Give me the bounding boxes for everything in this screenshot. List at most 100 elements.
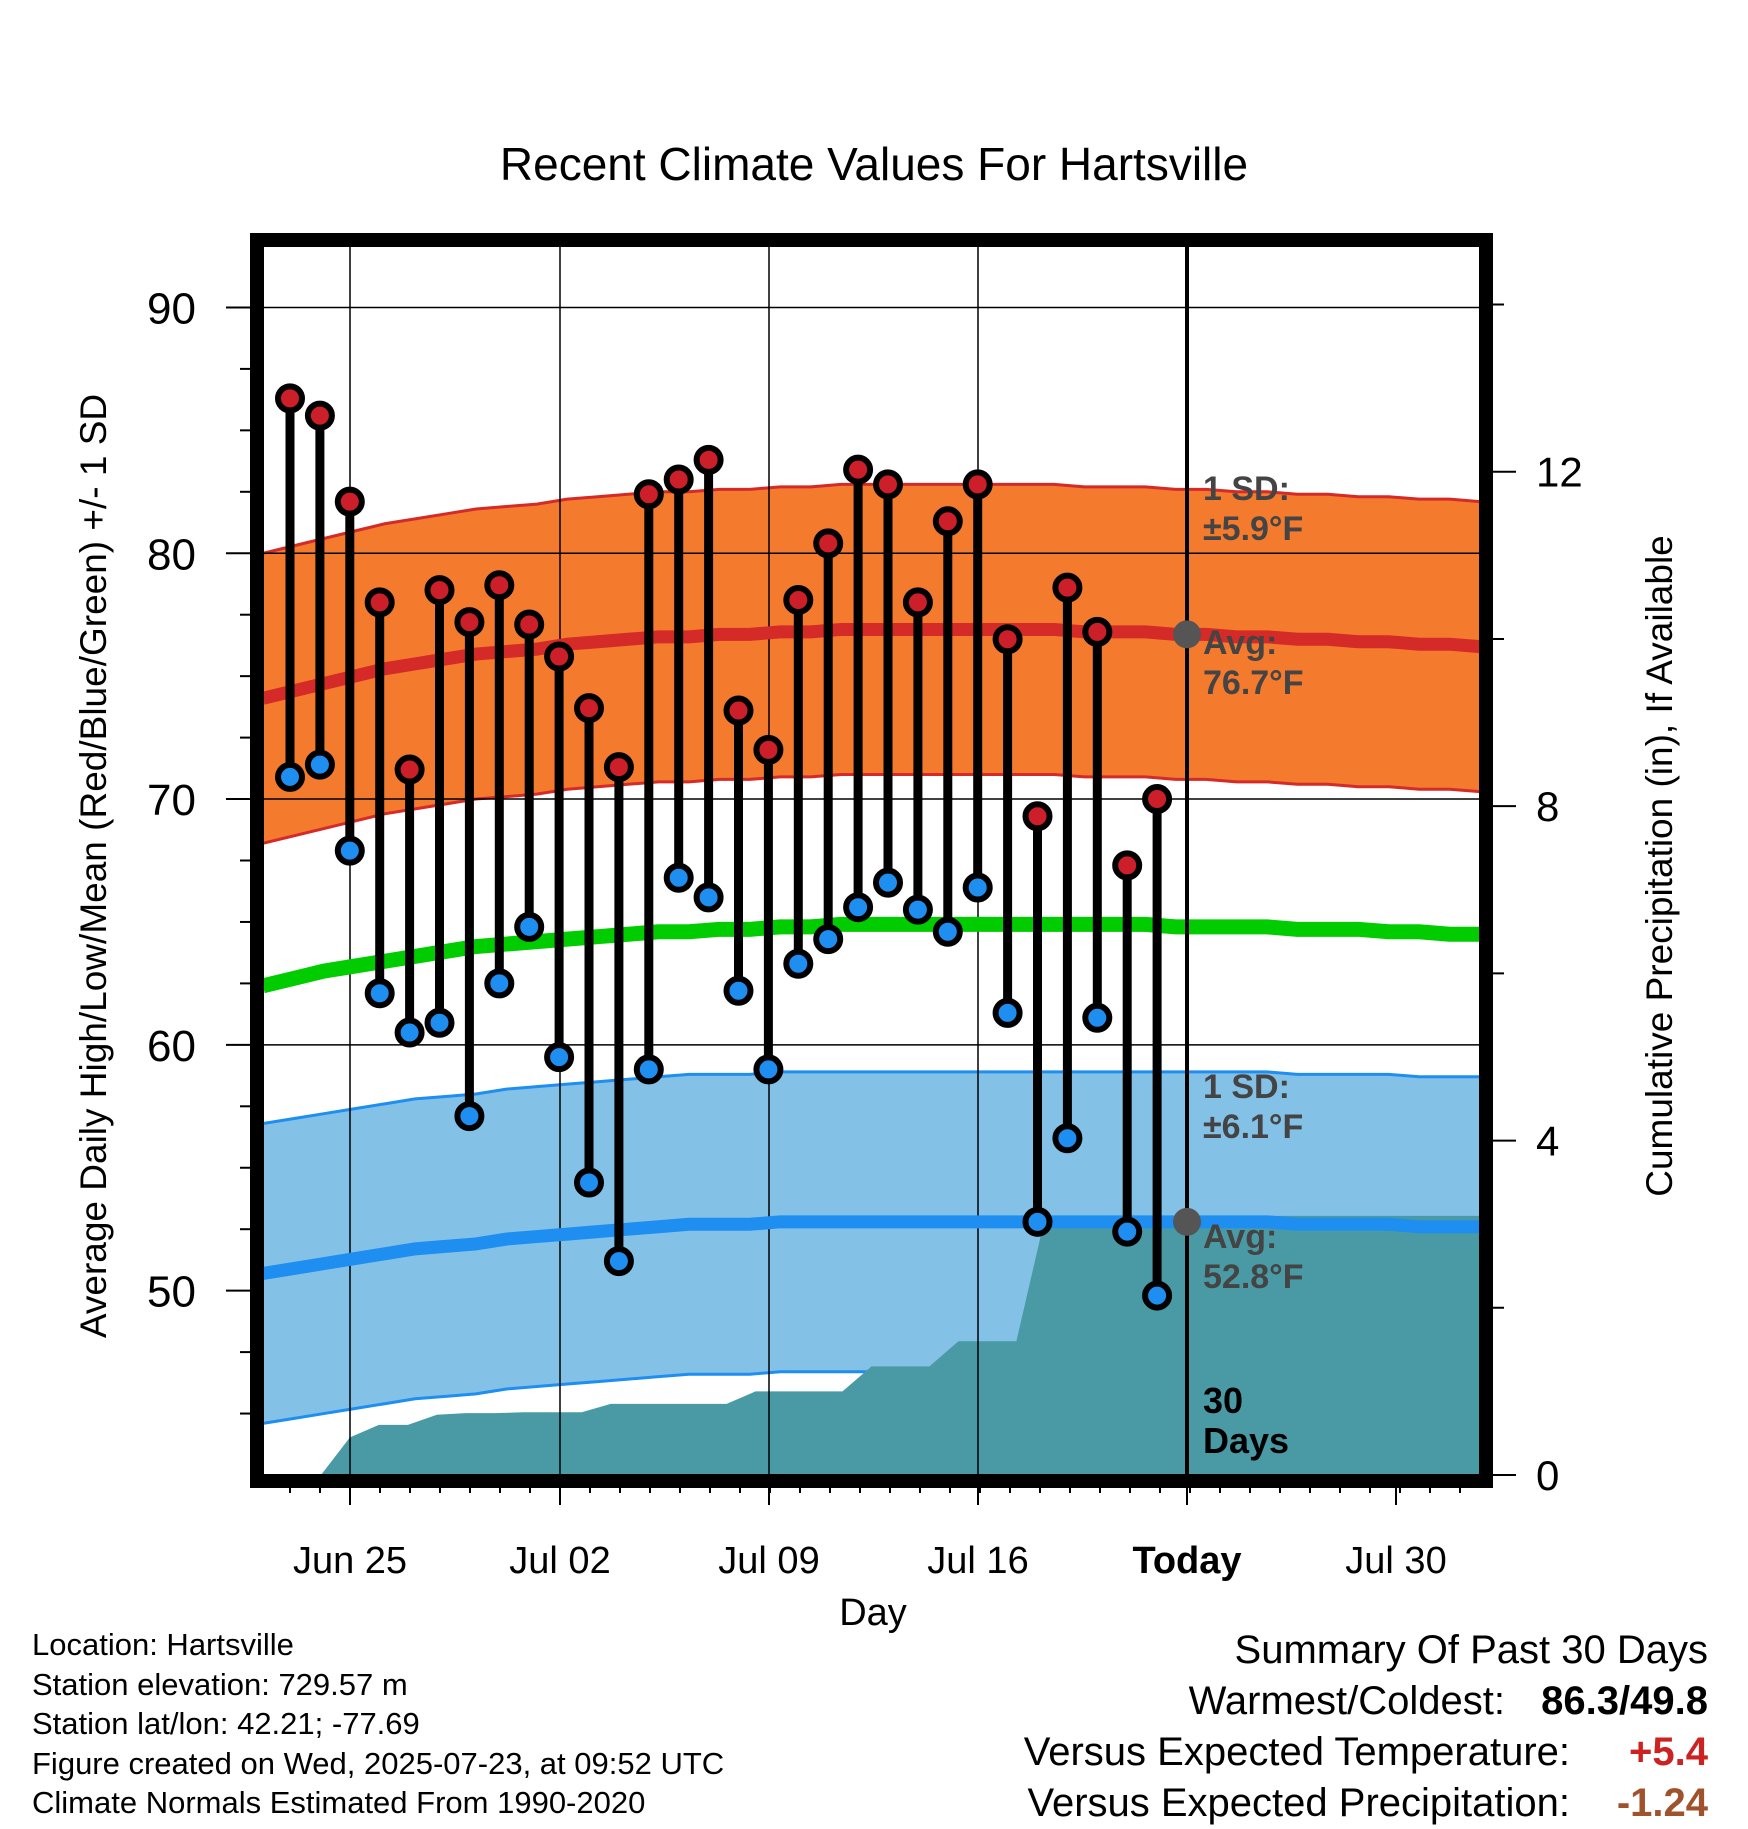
high-sd-annotation-line: 1 SD: bbox=[1203, 470, 1290, 508]
summary-heading: Summary Of Past 30 Days bbox=[1234, 1628, 1708, 1672]
day-high-point bbox=[394, 754, 425, 785]
day-low-point bbox=[1052, 1123, 1083, 1154]
y-left-tick-label: 70 bbox=[147, 776, 196, 825]
day-high-point bbox=[723, 695, 754, 726]
y-right-tick-label: 4 bbox=[1536, 1118, 1559, 1165]
day-high-point bbox=[454, 607, 485, 638]
day-high-point bbox=[544, 641, 575, 672]
day-high-point bbox=[783, 584, 814, 615]
day-high-point bbox=[275, 383, 305, 414]
precip-area bbox=[263, 1215, 1480, 1475]
day-low-point bbox=[574, 1167, 604, 1198]
warm-cold-label: Warmest/Coldest: bbox=[1188, 1679, 1505, 1723]
y-left-tick-label: 80 bbox=[147, 530, 196, 579]
precip-label: Versus Expected Precipitation: bbox=[1027, 1781, 1570, 1825]
day-high-point bbox=[813, 528, 844, 559]
day-high-point bbox=[304, 400, 335, 431]
location-text: Location: Hartsville bbox=[32, 1627, 294, 1662]
day-low-point bbox=[693, 882, 724, 913]
x-axis-label: Day bbox=[839, 1592, 907, 1634]
x-tick-label: Jul 09 bbox=[718, 1540, 819, 1582]
day-high-point bbox=[424, 575, 455, 606]
x-tick-label: Jun 25 bbox=[293, 1540, 407, 1582]
day-low-point bbox=[873, 867, 903, 898]
day-low-point bbox=[364, 978, 395, 1009]
station-info: Location: Hartsville Station elevation: … bbox=[32, 1625, 724, 1823]
day-high-point bbox=[633, 479, 664, 510]
chart-title: Recent Climate Values For Hartsville bbox=[500, 138, 1248, 190]
day-low-point bbox=[1142, 1280, 1173, 1311]
high-avg-annotation-line: 76.7°F bbox=[1203, 664, 1304, 702]
day-low-point bbox=[1022, 1206, 1053, 1237]
day-low-point bbox=[813, 924, 844, 955]
day-low-point bbox=[663, 862, 694, 893]
day-high-point bbox=[843, 454, 874, 485]
day-high-point bbox=[753, 734, 784, 765]
y-left-tick-label: 50 bbox=[147, 1268, 196, 1317]
day-low-point bbox=[454, 1101, 485, 1132]
x-tick-label: Today bbox=[1132, 1540, 1241, 1582]
day-high-point bbox=[334, 486, 365, 517]
day-high-point bbox=[1112, 850, 1143, 881]
normal-low-line bbox=[263, 1215, 1480, 1280]
high-avg-annotation-line: Avg: bbox=[1203, 624, 1277, 662]
low-sd-annotation-line: ±6.1°F bbox=[1203, 1108, 1303, 1146]
day-low-point bbox=[1082, 1002, 1113, 1033]
day-low-point bbox=[514, 911, 545, 942]
warm-cold-value: 86.3/49.8 bbox=[1541, 1679, 1708, 1723]
normals-text: Climate Normals Estimated From 1990-2020 bbox=[32, 1785, 646, 1820]
day-low-point bbox=[544, 1042, 575, 1073]
day-low-point bbox=[484, 968, 515, 999]
days-annotation-line: 30 bbox=[1203, 1380, 1243, 1421]
day-high-point bbox=[932, 506, 963, 537]
day-high-point bbox=[902, 587, 933, 618]
high-sd-annotation-line: ±5.9°F bbox=[1203, 510, 1303, 548]
day-high-point bbox=[1022, 801, 1053, 832]
days-annotation-line: Days bbox=[1203, 1420, 1289, 1461]
summary-warm-cold: Warmest/Coldest: 86.3/49.8 bbox=[1024, 1676, 1708, 1727]
plot-frame bbox=[250, 233, 1493, 1488]
normal-mean-line bbox=[263, 916, 1480, 994]
day-high-point bbox=[603, 752, 634, 783]
day-low-point bbox=[603, 1246, 634, 1277]
y-right-tick-label: 8 bbox=[1536, 783, 1559, 830]
low-avg-annotation-line: Avg: bbox=[1203, 1218, 1277, 1256]
day-low-point bbox=[962, 872, 993, 903]
day-low-point bbox=[633, 1054, 664, 1085]
day-low-point bbox=[723, 975, 754, 1006]
day-low-point bbox=[902, 894, 933, 925]
summary-panel: Summary Of Past 30 Days Warmest/Coldest:… bbox=[1024, 1625, 1708, 1829]
day-high-point bbox=[992, 624, 1023, 655]
summary-temp: Versus Expected Temperature: +5.4 bbox=[1024, 1727, 1708, 1778]
day-high-point bbox=[514, 609, 545, 640]
day-high-point bbox=[1082, 616, 1113, 647]
day-high-point bbox=[484, 570, 515, 601]
day-low-point bbox=[394, 1017, 425, 1048]
temp-label: Versus Expected Temperature: bbox=[1023, 1730, 1570, 1774]
day-low-point bbox=[424, 1007, 455, 1038]
day-high-point bbox=[873, 469, 903, 500]
latlon-text: Station lat/lon: 42.21; -77.69 bbox=[32, 1706, 420, 1741]
day-low-point bbox=[932, 916, 963, 947]
day-high-point bbox=[962, 469, 993, 500]
y-axis-left-label: Average Daily High/Low/Mean (Red/Blue/Gr… bbox=[73, 394, 114, 1338]
temp-value: +5.4 bbox=[1629, 1730, 1708, 1774]
low-sd-annotation-line: 1 SD: bbox=[1203, 1068, 1290, 1106]
day-low-point bbox=[304, 749, 335, 780]
day-low-point bbox=[753, 1054, 784, 1085]
day-high-point bbox=[574, 693, 604, 724]
day-low-point bbox=[783, 948, 814, 979]
x-tick-label: Jul 30 bbox=[1345, 1540, 1446, 1582]
precip-value: -1.24 bbox=[1616, 1781, 1708, 1825]
day-high-point bbox=[693, 444, 724, 475]
high-sd-band-upper-edge bbox=[263, 482, 1480, 555]
summary-precip: Versus Expected Precipitation: -1.24 bbox=[1024, 1778, 1708, 1829]
day-low-point bbox=[843, 892, 874, 923]
day-high-point bbox=[1052, 572, 1083, 603]
y-right-tick-label: 12 bbox=[1536, 449, 1583, 496]
elevation-text: Station elevation: 729.57 m bbox=[32, 1666, 408, 1702]
day-low-point bbox=[334, 835, 365, 866]
high-sd-band bbox=[263, 484, 1480, 844]
